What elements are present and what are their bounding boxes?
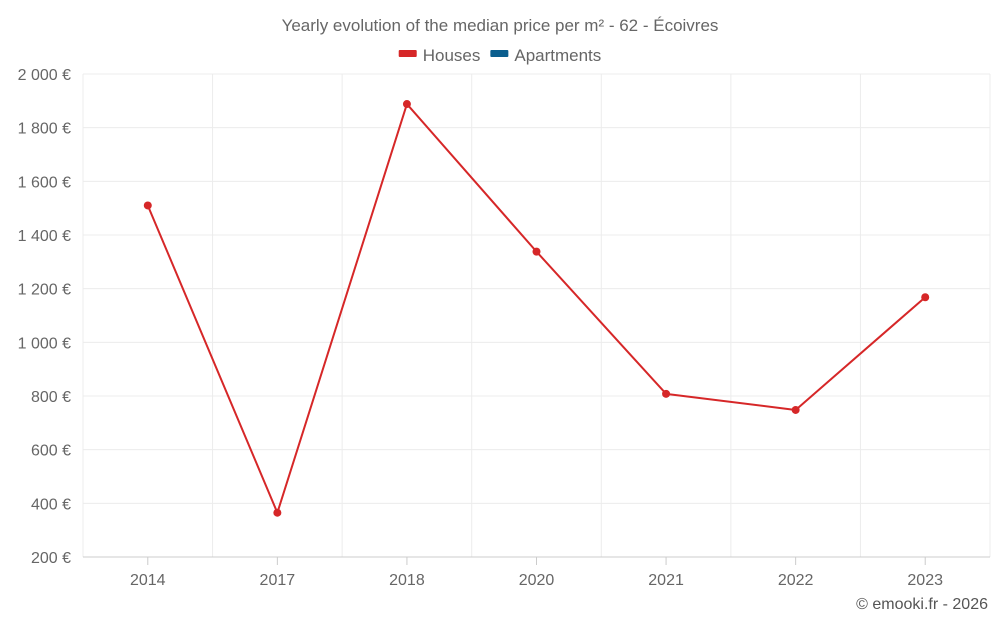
y-tick-label: 2 000 € <box>18 67 71 84</box>
y-tick-label: 400 € <box>31 496 71 513</box>
x-tick-label: 2018 <box>389 572 425 589</box>
grid <box>82 73 991 557</box>
y-tick-label: 800 € <box>31 389 71 406</box>
data-point[interactable] <box>143 201 152 210</box>
y-tick-label: 1 600 € <box>18 174 71 191</box>
x-tick-label: 2014 <box>130 572 166 589</box>
series-layer <box>143 100 930 517</box>
y-tick-label: 1 800 € <box>18 121 71 138</box>
data-point[interactable] <box>402 100 411 109</box>
y-tick-label: 600 € <box>31 443 71 460</box>
series-line-houses <box>146 103 926 514</box>
axes: 200 € 400 € 600 € 800 € 1 000 € 1 200 € 1 400 … <box>18 67 990 589</box>
data-point[interactable] <box>273 508 282 517</box>
credit-text: © emooki.fr - 2026 <box>856 596 988 613</box>
x-tick-label: 2023 <box>907 572 943 589</box>
chart-title: Yearly evolution of the median price per… <box>282 16 719 35</box>
legend-label: Apartments <box>514 46 601 65</box>
x-tick-label: 2020 <box>519 572 555 589</box>
y-tick-label: 200 € <box>31 550 71 567</box>
x-tick-label: 2017 <box>260 572 296 589</box>
data-point[interactable] <box>662 389 671 398</box>
legend-swatch <box>398 50 417 57</box>
legend-label: Houses <box>423 46 481 65</box>
y-tick-label: 1 000 € <box>18 335 71 352</box>
legend-item-apartments[interactable]: Apartments <box>490 46 601 65</box>
legend-item-houses[interactable]: Houses <box>398 46 481 65</box>
y-tick-label: 1 400 € <box>18 228 71 245</box>
data-point[interactable] <box>532 247 541 256</box>
data-point[interactable] <box>791 405 800 414</box>
x-tick-label: 2021 <box>648 572 684 589</box>
y-tick-label: 1 200 € <box>18 282 71 299</box>
x-tick-label: 2022 <box>778 572 814 589</box>
legend: Houses Apartments <box>398 46 601 65</box>
data-point[interactable] <box>921 293 930 302</box>
legend-swatch <box>490 50 509 57</box>
